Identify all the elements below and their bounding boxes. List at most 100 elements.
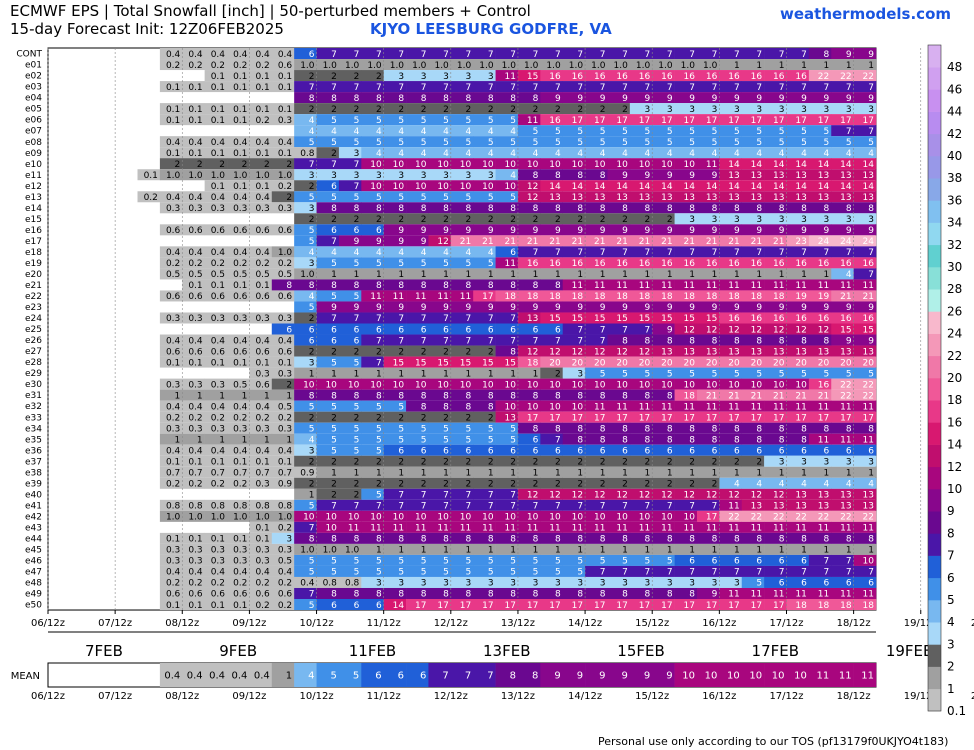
cell-value: 22 <box>840 391 851 401</box>
cell-value: 9 <box>331 303 337 313</box>
cell <box>517 213 541 225</box>
cell <box>786 136 810 148</box>
cell-value: 8 <box>577 590 583 600</box>
cell-value: 4 <box>443 127 449 137</box>
cell-value: 10 <box>639 513 651 523</box>
cell <box>495 543 519 555</box>
cell <box>316 290 340 302</box>
cell <box>473 81 496 93</box>
cell-value: 4 <box>846 270 852 280</box>
member-label: e39 <box>25 479 42 489</box>
cell <box>159 114 183 126</box>
cell-value: 2 <box>331 215 337 225</box>
cell-value: 0.3 <box>188 380 202 390</box>
cell-value: 6 <box>689 557 695 567</box>
date-label: 11FEB <box>349 642 396 660</box>
cell <box>607 422 631 434</box>
cell <box>517 587 541 599</box>
cell-value: 5 <box>488 138 494 148</box>
cell-value: 11 <box>572 524 583 534</box>
cell <box>629 466 653 478</box>
cell-value: 8 <box>510 204 516 214</box>
member-label: e16 <box>25 226 42 236</box>
cell-value: 8 <box>779 336 785 346</box>
cell <box>562 477 586 489</box>
cell <box>764 279 787 291</box>
cell <box>562 543 586 555</box>
cell <box>182 136 205 148</box>
cell <box>473 290 496 302</box>
cell <box>562 169 586 181</box>
cell-value: 9 <box>421 237 427 247</box>
cell <box>562 466 586 478</box>
cell-value: 20 <box>773 358 785 368</box>
cell-value: 0.1 <box>188 358 202 368</box>
brand-link[interactable]: weathermodels.com <box>780 5 952 23</box>
cell <box>585 488 608 500</box>
cell <box>383 334 407 346</box>
cell <box>652 202 675 214</box>
cell-value: 8 <box>354 590 360 600</box>
cell-value: 6 <box>824 579 830 589</box>
cell <box>249 312 273 324</box>
cell-value: 8 <box>577 535 583 545</box>
cell <box>853 70 877 82</box>
cell-value: 0.1 <box>188 535 202 545</box>
cell-value: 0.4 <box>233 138 248 148</box>
cell-value: 11 <box>818 402 829 412</box>
cell-value: 6 <box>398 671 404 682</box>
cell-value: 3 <box>712 215 718 225</box>
cell-value: 8 <box>622 435 628 445</box>
cell <box>719 114 743 126</box>
cell <box>159 246 183 258</box>
cell-value: 4 <box>309 435 315 445</box>
cell-value: 5 <box>421 424 427 434</box>
cell-value: 8 <box>421 204 427 214</box>
cell <box>696 576 720 588</box>
cell <box>808 323 832 335</box>
cell <box>428 334 452 346</box>
cell-value: 11 <box>639 402 650 412</box>
cell <box>294 48 317 60</box>
cell-value: 1.0 <box>188 513 203 523</box>
cell-value: 7 <box>309 590 315 600</box>
cell-value: 2 <box>354 347 360 357</box>
cell-value: 0.6 <box>233 226 248 236</box>
cell <box>562 587 586 599</box>
cell <box>361 169 384 181</box>
cell <box>652 169 675 181</box>
cell <box>607 565 631 577</box>
cell-value: 1.0 <box>323 546 338 556</box>
cell-value: 7 <box>465 83 471 93</box>
cell <box>428 279 452 291</box>
cell <box>406 158 429 170</box>
cell <box>764 147 787 159</box>
cell-value: 18 <box>773 292 785 302</box>
cell-value: 0.6 <box>278 347 293 357</box>
cell <box>696 587 720 599</box>
cell <box>450 587 474 599</box>
cell <box>204 543 228 555</box>
cell <box>450 257 474 269</box>
cell-value: 5 <box>644 557 650 567</box>
cell <box>159 356 183 368</box>
cell-value: 1.0 <box>211 513 226 523</box>
cell-value: 11 <box>616 402 627 412</box>
cell <box>764 136 787 148</box>
cell-value: 7 <box>443 314 449 324</box>
cell <box>294 169 317 181</box>
cell <box>674 532 698 544</box>
cell-value: 0.3 <box>188 557 202 567</box>
cell <box>271 444 295 456</box>
cell <box>271 663 295 687</box>
cell <box>182 587 205 599</box>
cell <box>652 378 675 390</box>
cell-value: 7 <box>622 325 628 335</box>
cell <box>316 147 340 159</box>
cell-value: 4 <box>533 149 539 159</box>
cell <box>361 48 384 60</box>
cell <box>540 554 564 566</box>
cell <box>361 147 384 159</box>
cell-value: 16 <box>751 259 763 269</box>
cell-value: 0.1 <box>166 83 180 93</box>
